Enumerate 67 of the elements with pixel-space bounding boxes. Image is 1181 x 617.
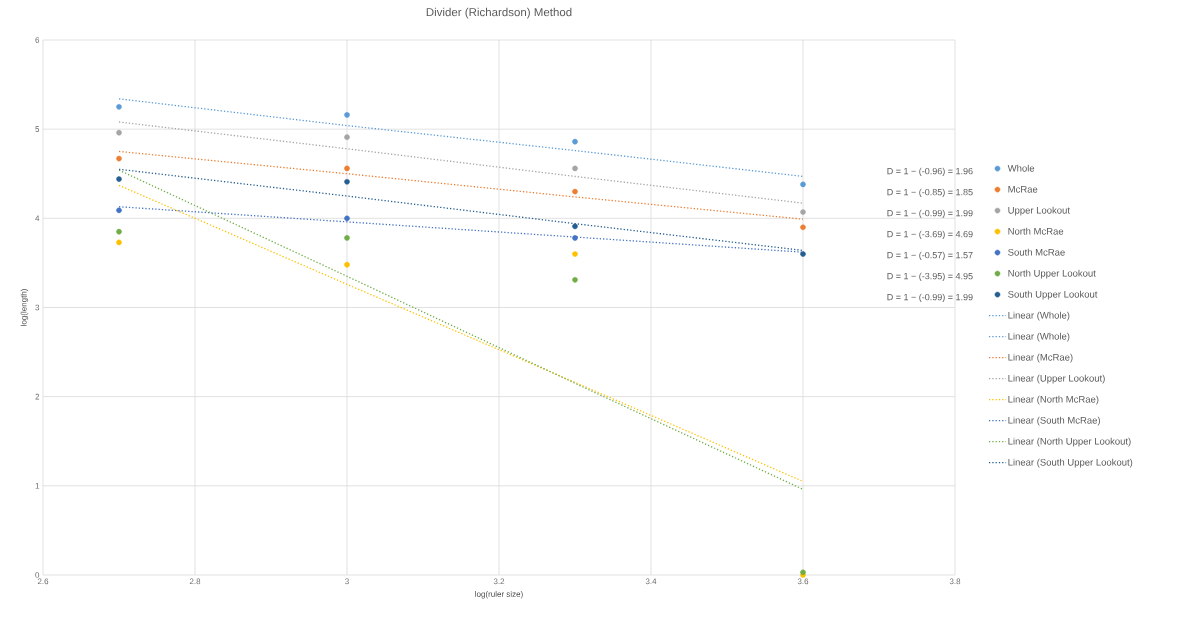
- x-tick-label: 2.8: [189, 578, 201, 585]
- y-tick-label: 3: [35, 304, 40, 311]
- y-tick-label: 5: [35, 126, 40, 132]
- point: [116, 176, 122, 182]
- point: [800, 209, 806, 215]
- point: [344, 261, 350, 268]
- x-tick-label: 2.6: [37, 578, 49, 585]
- legend-label: McRae: [1008, 186, 1038, 193]
- x-tick-label: 3.4: [645, 578, 657, 585]
- point: [116, 129, 122, 136]
- legend-label: North Upper Lookout: [1008, 269, 1096, 279]
- point: [572, 277, 578, 283]
- point: [344, 165, 350, 172]
- x-axis-title: log(ruler size): [475, 591, 523, 599]
- annotation: D = 1 − (-0.99) = 1.99: [887, 209, 973, 219]
- y-tick-label: 4: [35, 215, 40, 222]
- legend-label: Linear (North McRae): [1008, 395, 1099, 405]
- legend-label: South Upper Lookout: [1008, 290, 1098, 300]
- line-series: [118, 98, 804, 178]
- point: [572, 223, 578, 230]
- legend-label: North McRae: [1008, 227, 1064, 235]
- x-tick-label: 3.2: [493, 578, 505, 585]
- point: [800, 224, 806, 231]
- y-axis-title: log(length): [20, 289, 29, 326]
- point: [572, 165, 578, 172]
- line-series: [118, 150, 804, 220]
- point: [116, 155, 122, 162]
- annotation: D = 1 − (-0.85) = 1.85: [887, 188, 973, 198]
- y-tick-label: 2: [35, 393, 40, 400]
- y-tick-label: 6: [35, 37, 40, 43]
- x-tick-label: 3.8: [949, 578, 961, 585]
- point: [572, 188, 578, 195]
- point: [344, 178, 350, 185]
- point: [572, 235, 578, 241]
- point: [344, 235, 350, 241]
- point: [572, 251, 578, 257]
- point: [344, 134, 350, 140]
- legend-label: Linear (Whole): [1008, 332, 1070, 342]
- y-tick-label: 0: [35, 572, 40, 578]
- chart-title: Divider (Richardson) Method: [426, 7, 572, 19]
- point: [800, 181, 806, 188]
- point: [572, 138, 578, 145]
- legend-label: Linear (Whole): [1008, 311, 1070, 321]
- point: [116, 207, 122, 214]
- annotation: D = 1 − (-3.95) = 4.95: [887, 272, 973, 282]
- legend-label: Linear (South McRae): [1008, 416, 1100, 426]
- legend-label: Linear (McRae): [1008, 353, 1073, 363]
- x-tick-label: 3.6: [797, 578, 809, 585]
- point: [116, 239, 122, 246]
- legend-label: Upper Lookout: [1008, 206, 1070, 216]
- y-tick-label: 1: [35, 483, 40, 489]
- line-series: [118, 121, 804, 204]
- point: [344, 215, 350, 222]
- point: [116, 104, 122, 110]
- legend-label: Linear (South Upper Lookout): [1008, 458, 1133, 468]
- annotation: D = 1 − (-0.99) = 1.99: [887, 293, 973, 303]
- annotation: D = 1 − (-0.96) = 1.96: [887, 167, 973, 177]
- annotation: D = 1 − (-3.69) = 4.69: [887, 230, 973, 240]
- point: [344, 112, 350, 118]
- legend-label: Linear (Upper Lookout): [1008, 374, 1105, 384]
- legend-label: South McRae: [1008, 248, 1065, 256]
- x-tick-label: 3: [345, 578, 349, 585]
- annotation: D = 1 − (-0.57) = 1.57: [887, 251, 973, 261]
- point: [116, 228, 122, 235]
- legend-label: Whole: [1007, 164, 1035, 172]
- point: [800, 251, 806, 257]
- legend-label: Linear (North Upper Lookout): [1008, 437, 1131, 447]
